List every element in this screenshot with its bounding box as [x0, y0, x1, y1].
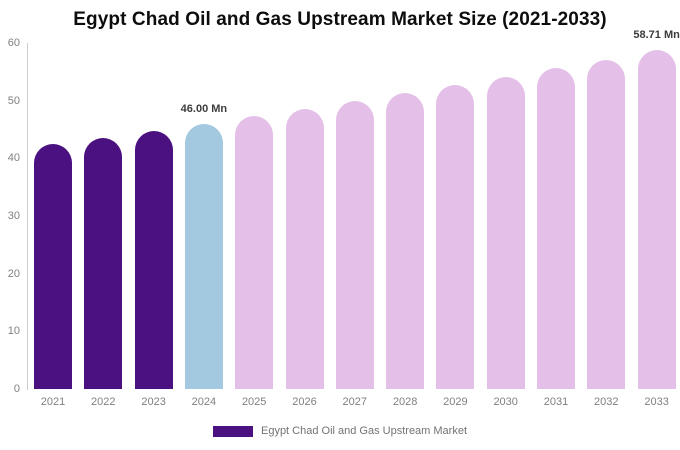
- x-label-2024: 2024: [191, 396, 217, 408]
- data-label-2024: 46.00 Mn: [180, 102, 228, 115]
- x-label-2022: 2022: [91, 396, 116, 408]
- bar-2030[interactable]: [486, 76, 525, 389]
- bar-2027[interactable]: [335, 101, 374, 389]
- x-label-2028: 2028: [392, 396, 418, 408]
- x-label-2030: 2030: [493, 396, 518, 408]
- x-label-2033: 2033: [644, 396, 669, 408]
- legend[interactable]: Egypt Chad Oil and Gas Upstream Market: [0, 425, 680, 437]
- x-label-2032: 2032: [594, 396, 619, 408]
- x-label-2026: 2026: [292, 396, 317, 408]
- y-tick-20: 20: [7, 267, 20, 280]
- y-tick-50: 50: [7, 94, 20, 107]
- y-tick-60: 60: [7, 37, 20, 49]
- y-axis-line: [27, 43, 28, 390]
- bar-2033[interactable]: [637, 50, 676, 389]
- legend-label: Egypt Chad Oil and Gas Upstream Market: [260, 425, 468, 437]
- y-tick-10: 10: [7, 325, 20, 338]
- chart-title: Egypt Chad Oil and Gas Upstream Market S…: [73, 9, 607, 30]
- bar-2022[interactable]: [84, 137, 123, 389]
- y-tick-40: 40: [7, 152, 20, 165]
- data-label-2033: 58.71 Mn: [633, 29, 680, 42]
- y-tick-0: 0: [13, 383, 20, 395]
- bar-2031[interactable]: [537, 68, 575, 389]
- x-label-2027: 2027: [342, 396, 368, 408]
- bar-2021[interactable]: [34, 144, 72, 389]
- x-label-2031: 2031: [543, 396, 569, 408]
- bar-2026[interactable]: [285, 108, 324, 389]
- bar-2023[interactable]: [134, 130, 173, 389]
- x-label-2025: 2025: [241, 396, 267, 408]
- bar-2029[interactable]: [436, 85, 475, 389]
- y-tick-30: 30: [7, 210, 20, 222]
- bar-2024[interactable]: [184, 123, 223, 389]
- bar-2025[interactable]: [235, 116, 274, 389]
- x-label-2029: 2029: [443, 396, 468, 408]
- x-label-2023: 2023: [141, 396, 166, 408]
- bar-2028[interactable]: [386, 93, 425, 389]
- x-label-2021: 2021: [40, 396, 66, 408]
- bar-2032[interactable]: [587, 59, 626, 389]
- legend-swatch: [212, 425, 253, 437]
